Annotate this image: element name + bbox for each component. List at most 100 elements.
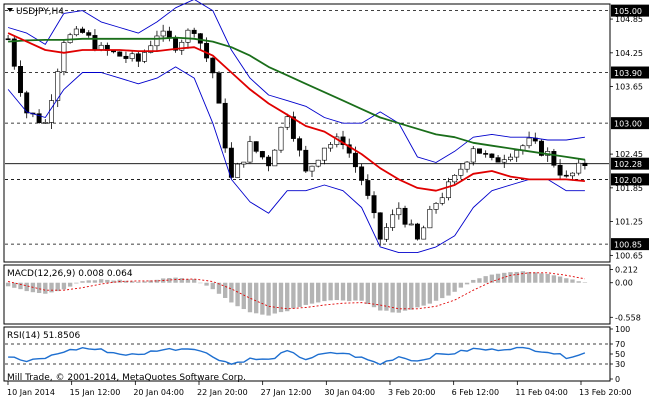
x-tick-label-4: 27 Jan 12:00: [261, 388, 312, 397]
macd-histogram-bar: [210, 282, 215, 290]
candle-body: [117, 51, 123, 57]
macd-panel: [5, 271, 588, 316]
candle-body: [402, 207, 408, 225]
level-label-box: [611, 238, 649, 251]
rsi-indicator-label: RSI(14) 51.8506: [7, 331, 80, 341]
macd-indicator-label: MACD(12,26,9) 0.008 0.064: [7, 269, 133, 279]
macd-histogram-bar: [322, 282, 327, 302]
macd-histogram-bar: [297, 282, 302, 307]
macd-histogram-bar: [347, 282, 352, 302]
candle-body: [303, 149, 309, 172]
candle-body: [129, 53, 135, 59]
candle-body: [489, 153, 495, 158]
candle-body: [5, 38, 11, 41]
macd-histogram-bar: [18, 282, 23, 290]
candle-body: [452, 175, 458, 183]
candle-body: [222, 102, 228, 149]
candle-body: [427, 209, 433, 229]
macd-panel-frame[interactable]: [3, 264, 611, 325]
candle-body: [321, 147, 327, 161]
candle-body: [514, 150, 520, 158]
copyright-text: Mill Trade, © 2001-2014, MetaQuotes Soft…: [7, 373, 246, 383]
candle-body: [86, 32, 92, 36]
macd-histogram-bar: [86, 280, 91, 283]
candle-body: [204, 42, 210, 59]
macd-histogram-bar: [278, 282, 284, 313]
symbol-dropdown-icon[interactable]: [7, 8, 13, 12]
price-tick-label-6: 100.65: [615, 251, 643, 260]
macd-histogram-bar: [136, 281, 141, 283]
macd-histogram-bar: [185, 279, 191, 283]
x-tick-label-1: 15 Jan 12:00: [70, 388, 121, 397]
macd-histogram-bar: [557, 276, 563, 283]
candle-body: [508, 156, 513, 160]
level-label-box: [611, 66, 649, 79]
candle-body: [148, 45, 154, 53]
macd-histogram-bar: [440, 282, 445, 299]
candle-body: [247, 141, 253, 163]
x-tick-label-8: 11 Feb 04:00: [515, 388, 567, 397]
macd-histogram-bar: [204, 282, 209, 286]
price-tick-label-3: 102.45: [615, 150, 643, 159]
macd-histogram-bar: [526, 272, 532, 283]
level-label-3: 102.28: [614, 160, 642, 169]
candle-body: [210, 57, 216, 74]
macd-histogram-bar: [111, 280, 116, 283]
macd-histogram-bar: [260, 282, 265, 315]
macd-histogram-bar: [247, 282, 253, 313]
candle-body: [414, 223, 420, 240]
candle-body: [365, 180, 371, 196]
rsi-tick-label-3: 30: [615, 360, 625, 369]
macd-histogram-bar: [129, 281, 135, 283]
candle-body: [272, 149, 278, 167]
x-tick-label-2: 20 Jan 04:00: [133, 388, 184, 397]
macd-histogram-bar: [545, 273, 550, 283]
macd-histogram-bar: [49, 282, 54, 293]
candle-body: [377, 212, 383, 240]
candle-body: [154, 35, 160, 47]
macd-histogram-bar: [415, 282, 420, 308]
candle-body: [297, 138, 303, 151]
candle-body: [235, 163, 241, 178]
symbol-label: USDJPY,H4: [16, 7, 64, 17]
macd-histogram-bar: [55, 282, 60, 292]
macd-histogram-bar: [223, 282, 228, 298]
macd-histogram-bar: [191, 279, 197, 283]
macd-histogram-bar: [359, 282, 364, 301]
macd-histogram-bar: [12, 282, 17, 288]
macd-histogram-bar: [564, 278, 569, 283]
macd-histogram-bar: [390, 282, 395, 313]
macd-histogram-bar: [229, 282, 234, 303]
candle-body: [166, 30, 172, 38]
macd-histogram-bar: [291, 282, 296, 309]
candle-body: [495, 157, 501, 163]
candle-body: [557, 165, 563, 176]
macd-histogram-bar: [179, 278, 184, 283]
macd-histogram-bar: [316, 282, 321, 303]
macd-histogram-bar: [452, 282, 457, 292]
candle-body: [383, 227, 389, 240]
price-tick-label-5: 101.25: [615, 218, 643, 227]
candle-body: [470, 148, 476, 163]
candle-body: [179, 41, 185, 51]
candle-body: [501, 159, 507, 163]
candle-body: [526, 137, 532, 147]
rsi-tick-label-1: 70: [615, 340, 625, 349]
candle-body: [24, 92, 30, 114]
candle-body: [290, 116, 296, 139]
candle-body: [216, 72, 222, 104]
x-tick-label-9: 13 Feb 20:00: [579, 388, 631, 397]
candles: [5, 24, 588, 246]
candle-body: [315, 159, 321, 167]
candle-body: [476, 148, 482, 154]
macd-histogram-bar: [24, 282, 29, 292]
price-panel-frame[interactable]: [3, 3, 611, 263]
macd-histogram-bar: [285, 282, 290, 312]
price-tick-label-1: 104.25: [615, 49, 643, 58]
candle-body: [551, 151, 557, 166]
rsi-panel: [5, 343, 609, 366]
macd-histogram-bar: [98, 279, 104, 283]
macd-histogram-bar: [43, 282, 48, 294]
candle-body: [570, 172, 575, 177]
